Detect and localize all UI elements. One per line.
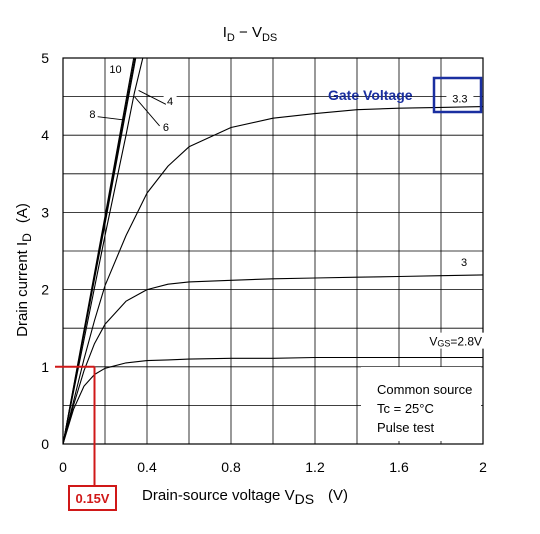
curve-label-background: [163, 93, 177, 107]
title-dash: − V: [235, 24, 262, 41]
ylabel-unit: (A): [14, 203, 31, 223]
threshold-annotation: 0.15V: [55, 365, 117, 511]
title-sub-left: D: [227, 32, 235, 44]
curve-label-background: [105, 62, 126, 76]
series-line: [63, 106, 483, 444]
vgs-label-sub: GS: [437, 339, 450, 349]
curve-labels: 10 8 6 4 3 3.3: [85, 62, 474, 269]
curves: [63, 58, 483, 444]
note-common-source: Common source: [377, 382, 472, 397]
y-tick-label: 0: [41, 436, 49, 452]
x-tick-label: 0.8: [221, 459, 241, 475]
vgs-label-main: V: [429, 335, 437, 349]
curve-label-background: [159, 120, 173, 134]
notes-background: [361, 367, 481, 441]
gate-voltage-box: [432, 76, 483, 114]
vgs-label-rest: =2.8V: [450, 335, 482, 349]
y-tick-label: 5: [41, 50, 49, 66]
y-tick-label: 3: [41, 204, 49, 220]
vgs-label: VGS=2.8V: [429, 335, 482, 349]
xlabel-main: Drain-source voltage V: [142, 487, 295, 504]
threshold-voltage-box: [68, 485, 117, 511]
curve-label: 6: [163, 122, 169, 134]
series-line: [63, 58, 137, 444]
y-tick-label: 4: [41, 127, 49, 143]
leader-line: [97, 116, 123, 121]
y-tick-label: 2: [41, 282, 49, 298]
xlabel-unit: (V): [328, 487, 348, 504]
y-tick-labels: 0 1 2 3 4 5: [41, 50, 49, 452]
title-sub-right: DS: [262, 32, 277, 44]
y-axis-label: Drain current ID (A): [14, 203, 34, 337]
curve-label-background: [457, 255, 471, 269]
curve-label-background: [85, 106, 99, 120]
threshold-voltage-label: 0.15V: [76, 491, 110, 506]
x-tick-labels: 0 0.4 0.8 1.2 1.6 2: [59, 459, 487, 475]
x-axis-label: Drain-source voltage VDS (V): [142, 487, 348, 507]
title-main-left: I: [223, 24, 227, 41]
note-pulse-test: Pulse test: [377, 420, 434, 435]
series-line: [63, 58, 144, 444]
x-tick-label: 1.2: [305, 459, 325, 475]
x-tick-label: 0: [59, 459, 67, 475]
series-line: [63, 356, 483, 444]
curve-label: 8: [89, 109, 95, 121]
chart-title: ID − VDS: [223, 24, 278, 44]
leader-line: [138, 90, 167, 105]
curve-label: 3: [461, 257, 467, 269]
curve-label: 10: [109, 64, 121, 76]
ylabel-sub: D: [20, 233, 34, 242]
curve-label-background: [446, 91, 474, 105]
series-line: [63, 274, 483, 444]
ylabel-main: Drain current I: [14, 242, 31, 337]
xlabel-sub: DS: [295, 491, 314, 507]
x-tick-label: 0.4: [137, 459, 157, 475]
gate-voltage-text: Gate Voltage: [328, 87, 413, 103]
note-tc: Tc = 25°C: [377, 401, 434, 416]
leader-line: [134, 96, 160, 127]
curve-label: 4: [167, 96, 173, 108]
x-tick-label: 2: [479, 459, 487, 475]
vgs-label-background: [421, 332, 492, 349]
x-tick-label: 1.6: [389, 459, 409, 475]
curve-label: 3.3: [452, 93, 467, 105]
y-tick-label: 1: [41, 359, 49, 375]
plot-frame: [62, 57, 484, 445]
